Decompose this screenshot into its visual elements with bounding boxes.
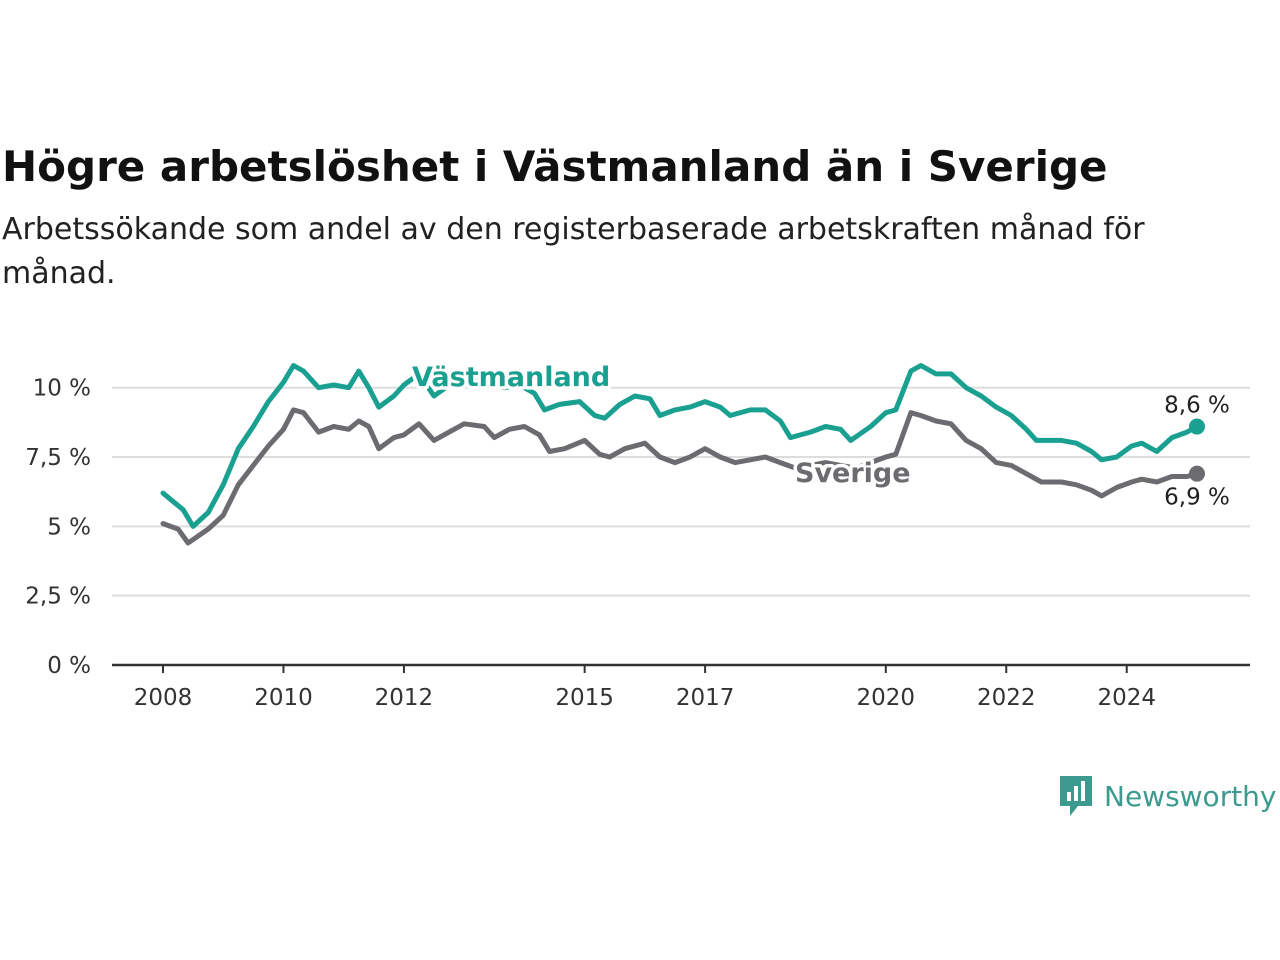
- x-tick-label: 2017: [676, 685, 735, 711]
- x-tick-label: 2015: [555, 685, 614, 711]
- x-tick-label: 2012: [375, 685, 434, 711]
- x-tick-label: 2024: [1097, 685, 1156, 711]
- x-tick-label: 2022: [977, 685, 1036, 711]
- series-label-västmanland: Västmanland: [412, 362, 610, 393]
- y-tick-label: 10 %: [33, 376, 91, 402]
- end-point-sverige: [1189, 465, 1205, 482]
- y-tick-label: 7,5 %: [25, 445, 91, 471]
- newsworthy-logo-icon: [1060, 776, 1092, 816]
- x-tick-label: 2010: [254, 685, 313, 711]
- brand-name: Newsworthy: [1104, 779, 1277, 813]
- end-value-label-västmanland: 8,6 %: [1164, 393, 1230, 419]
- y-tick-label: 0 %: [47, 653, 91, 679]
- y-tick-label: 5 %: [47, 514, 91, 540]
- end-point-västmanland: [1189, 418, 1205, 435]
- series-line-västmanland: [160, 363, 1200, 529]
- series-line-sverige: [160, 407, 1200, 546]
- series-label-sverige: Sverige: [795, 458, 911, 489]
- chart-title: Högre arbetslöshet i Västmanland än i Sv…: [2, 142, 1108, 191]
- x-tick-label: 2020: [857, 685, 916, 711]
- end-value-label-sverige: 6,9 %: [1164, 485, 1230, 511]
- newsworthy-brand[interactable]: Newsworthy: [1058, 774, 1277, 818]
- x-tick-label: 2008: [134, 685, 193, 711]
- chart-subtitle: Arbetssökande som andel av den registerb…: [2, 212, 1145, 291]
- y-tick-label: 2,5 %: [25, 584, 91, 610]
